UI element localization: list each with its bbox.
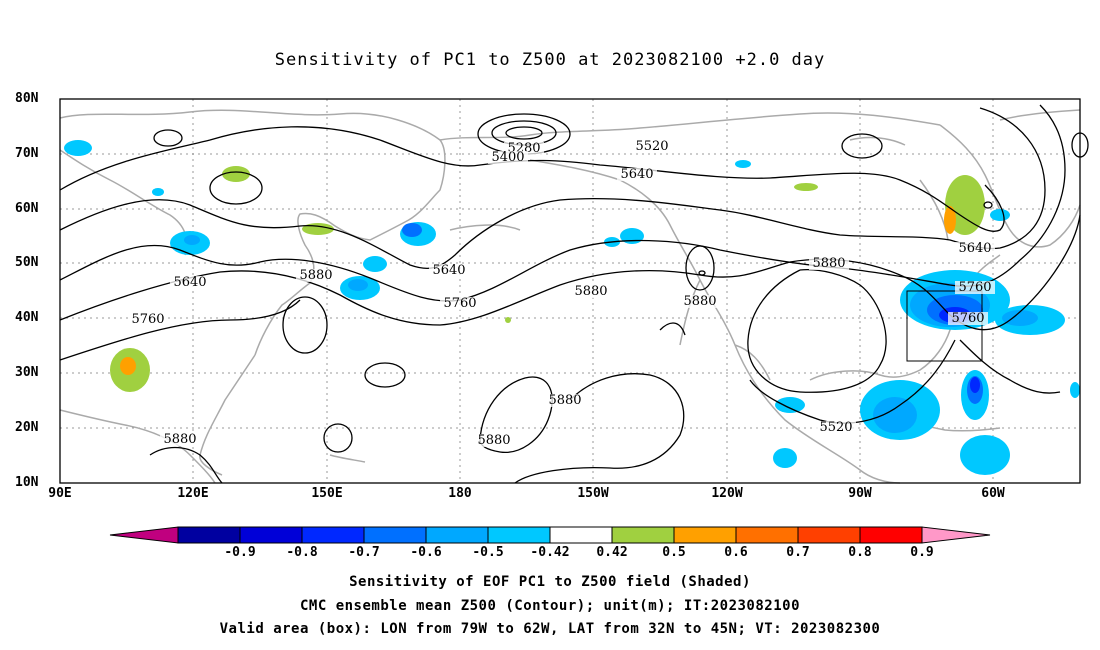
colorbar-segment	[363, 526, 427, 544]
grid-lines	[60, 99, 1080, 483]
latitude-label: 70N	[15, 146, 39, 161]
contour-label: 5640	[620, 167, 653, 182]
longitude-label: 150W	[577, 486, 609, 501]
latitude-label: 10N	[15, 475, 39, 490]
colorbar-label: 0.7	[786, 545, 810, 560]
contour-label: 5760	[443, 296, 476, 311]
latitude-label: 80N	[15, 91, 39, 106]
contour-label: 5640	[173, 275, 206, 290]
contour-label-bg	[128, 313, 168, 326]
colorbar-segment	[487, 526, 551, 544]
colorbar-label: 0.6	[724, 545, 748, 560]
colorbar-segment	[673, 526, 737, 544]
contour-label-bg	[440, 297, 480, 310]
latitude-label: 40N	[15, 310, 39, 325]
longitude-label: 90E	[48, 486, 72, 501]
contour-label-bg	[170, 276, 210, 289]
colorbar-segment	[549, 526, 613, 544]
latitude-label: 60N	[15, 201, 39, 216]
colorbar-label: -0.6	[410, 545, 442, 560]
longitude-label: 90W	[848, 486, 872, 501]
contour-label: 5400	[491, 150, 524, 165]
colorbar-label: 0.8	[848, 545, 872, 560]
colorbar-label: -0.8	[286, 545, 318, 560]
colorbar-segment	[797, 526, 861, 544]
colorbar-label: -0.9	[224, 545, 256, 560]
contour-label: 5760	[951, 311, 984, 326]
contour-label-bg	[160, 433, 200, 446]
contour-label-bg	[680, 295, 720, 308]
colorbar-label: -0.42	[530, 545, 570, 560]
colorbar-segment	[859, 526, 923, 544]
colorbar	[109, 526, 991, 544]
contour-label-bg	[617, 168, 657, 181]
caption-contour: CMC ensemble mean Z500 (Contour); unit(m…	[299, 598, 800, 614]
caption-shaded: Sensitivity of EOF PC1 to Z500 field (Sh…	[349, 574, 751, 590]
contour-label: 5640	[958, 241, 991, 256]
latitude-label: 30N	[15, 365, 39, 380]
contour-label: 5760	[958, 280, 991, 295]
longitude-label: 120E	[177, 486, 209, 501]
z500-contours	[59, 104, 1089, 484]
contour-label-bg	[955, 281, 995, 294]
contour-label-bg	[429, 264, 469, 277]
contour-label: 5880	[163, 432, 196, 447]
longitude-label: 150E	[311, 486, 343, 501]
colorbar-label: -0.7	[348, 545, 380, 560]
contour-label-bg	[816, 421, 856, 434]
valid-area-box	[906, 290, 983, 362]
contour-label: 5880	[548, 393, 581, 408]
longitude-label: 180	[448, 486, 472, 501]
contour-label: 5880	[812, 256, 845, 271]
longitude-label: 60W	[981, 486, 1005, 501]
latitude-label: 50N	[15, 255, 39, 270]
contour-label: 5520	[635, 139, 668, 154]
colorbar-left-arrow	[109, 526, 179, 544]
colorbar-label: 0.9	[910, 545, 934, 560]
contour-label: 5760	[131, 312, 164, 327]
contour-label: 5880	[477, 433, 510, 448]
colorbar-right-arrow	[921, 526, 991, 544]
colorbar-label: 0.42	[596, 545, 628, 560]
plot-title: Sensitivity of PC1 to Z500 at 2023082100…	[274, 50, 826, 70]
contour-label: 5880	[574, 284, 607, 299]
colorbar-segment	[735, 526, 799, 544]
contour-label-bg	[809, 257, 849, 270]
colorbar-label: -0.5	[472, 545, 504, 560]
colorbar-segment	[425, 526, 489, 544]
contour-label-bg	[948, 312, 988, 325]
contour-label-bg	[545, 394, 585, 407]
contour-label-bg	[955, 242, 995, 255]
contour-label: 5880	[299, 268, 332, 283]
contour-label: 5640	[432, 263, 465, 278]
contour-label-bg	[488, 151, 528, 164]
contour-label-bg	[571, 285, 611, 298]
colorbar-segment	[301, 526, 365, 544]
contour-label: 5520	[819, 420, 852, 435]
colorbar-segment	[239, 526, 303, 544]
contour-label-bg	[632, 140, 672, 153]
colorbar-segment	[177, 526, 241, 544]
latitude-label: 20N	[15, 420, 39, 435]
longitude-label: 120W	[711, 486, 743, 501]
contour-label: 5880	[683, 294, 716, 309]
contour-label-bg	[296, 269, 336, 282]
colorbar-segment	[611, 526, 675, 544]
colorbar-label: 0.5	[662, 545, 686, 560]
contour-label-bg	[474, 434, 514, 447]
caption-valid-area: Valid area (box): LON from 79W to 62W, L…	[219, 621, 881, 637]
